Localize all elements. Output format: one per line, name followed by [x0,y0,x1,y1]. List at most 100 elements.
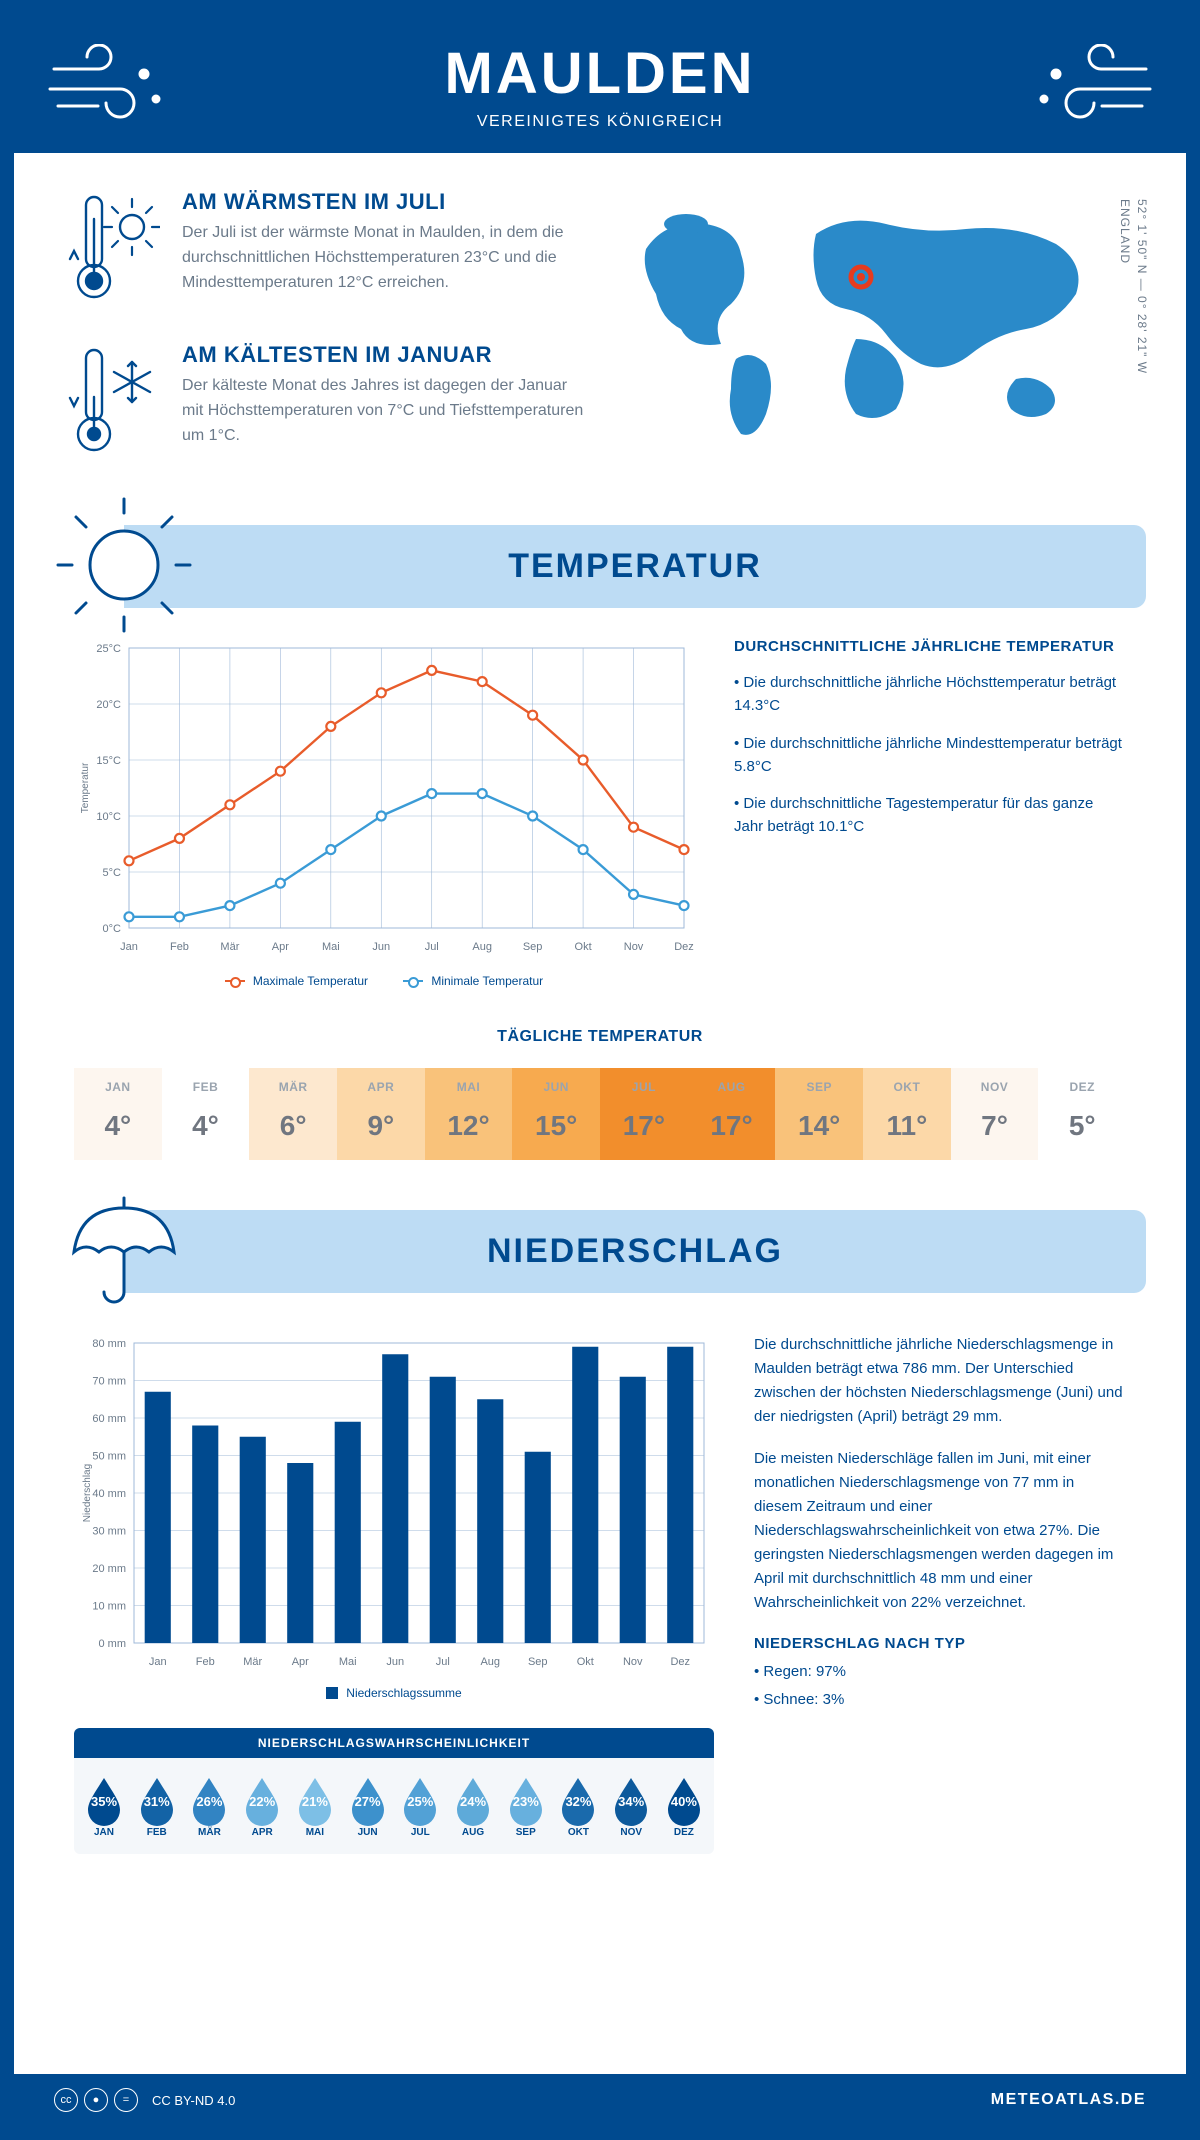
city-title: MAULDEN [14,40,1186,107]
svg-text:Aug: Aug [472,941,492,953]
precip-type-title: NIEDERSCHLAG NACH TYP [754,1635,1126,1652]
precipitation-chart: 0 mm10 mm20 mm30 mm40 mm50 mm60 mm70 mm8… [74,1333,714,1673]
precip-type-item: • Regen: 97% [754,1660,1126,1684]
temp-info-item: • Die durchschnittliche jährliche Mindes… [734,732,1126,779]
daily-temp-title: TÄGLICHE TEMPERATUR [74,1028,1126,1046]
footer: cc ● = CC BY-ND 4.0 METEOATLAS.DE [14,2074,1186,2126]
svg-text:Apr: Apr [292,1656,309,1668]
probability-drop: 26%MÄR [187,1774,231,1838]
svg-text:Nov: Nov [624,941,644,953]
temp-info-item: • Die durchschnittliche jährliche Höchst… [734,671,1126,718]
temperature-info: DURCHSCHNITTLICHE JÄHRLICHE TEMPERATUR •… [734,638,1126,988]
header: MAULDEN VEREINIGTES KÖNIGREICH [14,14,1186,153]
svg-text:40 mm: 40 mm [92,1488,126,1500]
month-cell: APR9° [337,1068,425,1160]
svg-text:Niederschlag: Niederschlag [82,1464,93,1522]
month-cell: DEZ5° [1038,1068,1126,1160]
sun-icon [54,495,194,640]
svg-text:Okt: Okt [575,941,592,953]
warmest-text: Der Juli ist der wärmste Monat in Maulde… [182,221,586,295]
svg-text:50 mm: 50 mm [92,1451,126,1463]
probability-drop: 23%SEP [504,1774,548,1838]
svg-text:30 mm: 30 mm [92,1526,126,1538]
svg-text:Jul: Jul [425,941,439,953]
precipitation-probability: NIEDERSCHLAGSWAHRSCHEINLICHKEIT 35%JAN31… [74,1728,714,1854]
svg-text:Mär: Mär [243,1656,262,1668]
precip-type-item: • Schnee: 3% [754,1688,1126,1712]
precip-text-2: Die meisten Niederschläge fallen im Juni… [754,1447,1126,1615]
coldest-text: Der kälteste Monat des Jahres ist dagege… [182,374,586,448]
probability-drop: 34%NOV [609,1774,653,1838]
svg-text:10°C: 10°C [96,811,121,823]
warmest-title: AM WÄRMSTEN IM JULI [182,189,586,215]
month-cell: MÄR6° [249,1068,337,1160]
precipitation-info: Die durchschnittliche jährliche Niedersc… [754,1333,1126,1854]
svg-text:5°C: 5°C [103,867,122,879]
temperature-banner: TEMPERATUR [54,525,1146,608]
thermometer-snow-icon [64,342,160,467]
svg-text:Sep: Sep [528,1656,548,1668]
temperature-heading: TEMPERATUR [124,547,1146,586]
coldest-title: AM KÄLTESTEN IM JANUAR [182,342,586,368]
month-cell: MAI12° [425,1068,513,1160]
svg-text:0°C: 0°C [103,923,122,935]
month-cell: SEP14° [775,1068,863,1160]
temp-info-title: DURCHSCHNITTLICHE JÄHRLICHE TEMPERATUR [734,638,1126,655]
coordinates: 52° 1' 50" N — 0° 28' 21" WENGLAND [1116,199,1150,374]
svg-text:0 mm: 0 mm [99,1638,127,1650]
svg-text:Jun: Jun [372,941,390,953]
svg-text:25°C: 25°C [96,643,121,655]
cc-icon: cc [54,2088,78,2112]
svg-text:Temperatur: Temperatur [80,762,91,813]
temperature-legend: Maximale Temperatur Minimale Temperatur [74,971,694,988]
probability-drop: 24%AUG [451,1774,495,1838]
wind-icon [1026,44,1156,139]
month-cell: JAN4° [74,1068,162,1160]
svg-text:15°C: 15°C [96,755,121,767]
by-icon: ● [84,2088,108,2112]
temperature-chart: 0°C5°C10°C15°C20°C25°CJanFebMärAprMaiJun… [74,638,694,988]
probability-drop: 32%OKT [556,1774,600,1838]
coldest-block: AM KÄLTESTEN IM JANUAR Der kälteste Mona… [64,342,586,467]
probability-title: NIEDERSCHLAGSWAHRSCHEINLICHKEIT [74,1728,714,1758]
temp-info-item: • Die durchschnittliche Tagestemperatur … [734,792,1126,839]
month-cell: OKT11° [863,1068,951,1160]
svg-text:Apr: Apr [272,941,289,953]
svg-text:Jan: Jan [120,941,138,953]
svg-text:Dez: Dez [670,1656,690,1668]
site-name: METEOATLAS.DE [991,2091,1146,2109]
month-cell: FEB4° [162,1068,250,1160]
daily-temperature: TÄGLICHE TEMPERATUR JAN4°FEB4°MÄR6°APR9°… [14,1008,1186,1200]
umbrella-icon [54,1180,194,1325]
thermometer-sun-icon [64,189,160,314]
svg-text:Sep: Sep [523,941,543,953]
svg-text:Okt: Okt [577,1656,594,1668]
probability-drop: 21%MAI [293,1774,337,1838]
month-cell: AUG17° [688,1068,776,1160]
probability-drop: 35%JAN [82,1774,126,1838]
svg-text:Feb: Feb [170,941,189,953]
month-cell: JUN15° [512,1068,600,1160]
svg-text:Mai: Mai [339,1656,357,1668]
svg-text:20°C: 20°C [96,699,121,711]
month-cell: NOV7° [951,1068,1039,1160]
svg-text:20 mm: 20 mm [92,1563,126,1575]
probability-drop: 27%JUN [346,1774,390,1838]
precip-text-1: Die durchschnittliche jährliche Niedersc… [754,1333,1126,1429]
month-cell: JUL17° [600,1068,688,1160]
svg-text:Jul: Jul [436,1656,450,1668]
probability-drop: 25%JUL [398,1774,442,1838]
svg-text:Jun: Jun [386,1656,404,1668]
svg-text:Dez: Dez [674,941,694,953]
svg-text:10 mm: 10 mm [92,1601,126,1613]
probability-drop: 31%FEB [135,1774,179,1838]
country-subtitle: VEREINIGTES KÖNIGREICH [14,113,1186,131]
svg-text:Nov: Nov [623,1656,643,1668]
precipitation-legend: Niederschlagssumme [74,1686,714,1702]
svg-text:70 mm: 70 mm [92,1376,126,1388]
world-map: 52° 1' 50" N — 0° 28' 21" WENGLAND [616,189,1136,495]
svg-text:Feb: Feb [196,1656,215,1668]
license: cc ● = CC BY-ND 4.0 [54,2088,235,2112]
svg-text:Mai: Mai [322,941,340,953]
precipitation-banner: NIEDERSCHLAG [54,1210,1146,1293]
